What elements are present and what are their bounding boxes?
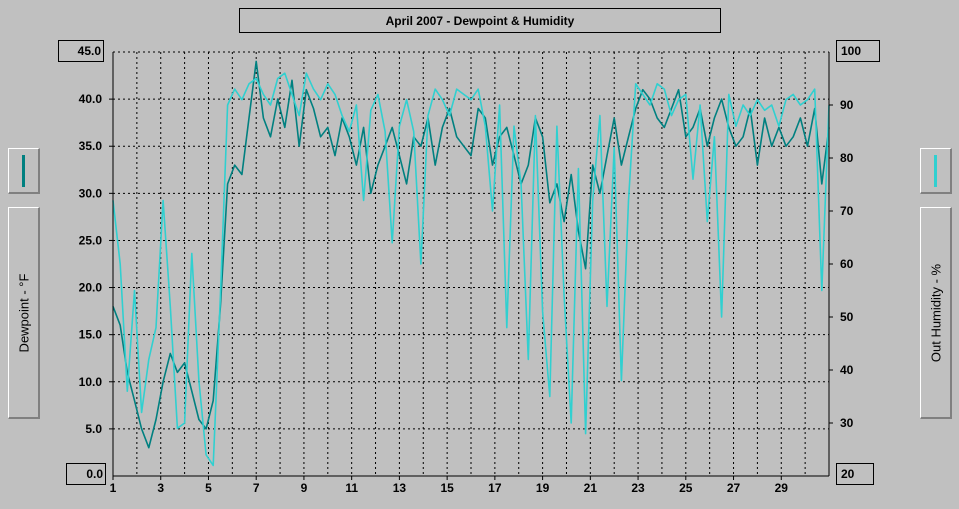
right-tick-label: 70 — [840, 204, 854, 218]
left-axis-top-box: 45.0 — [58, 40, 104, 62]
right-axis-top-box: 100 — [836, 40, 880, 62]
left-tick-label: 20.0 — [79, 281, 103, 295]
humidity-color-swatch — [934, 154, 937, 187]
chart-title: April 2007 - Dewpoint & Humidity — [239, 8, 721, 33]
x-tick-label: 7 — [253, 481, 260, 495]
x-tick-label: 19 — [536, 481, 550, 495]
grid-lines — [112, 51, 830, 477]
right-tick-label: 50 — [840, 310, 854, 324]
left-axis-title-panel: Dewpoint - °F — [8, 207, 40, 419]
dewpoint-series-line — [112, 60, 830, 449]
x-tick-label: 1 — [110, 481, 117, 495]
right-tick-label: 90 — [840, 98, 854, 112]
left-tick-label: 30.0 — [79, 186, 103, 200]
right-axis-max-label: 100 — [841, 44, 862, 58]
right-axis-min-label: 20 — [841, 467, 855, 481]
left-axis-min-label: 0.0 — [86, 467, 103, 481]
x-tick-label: 11 — [345, 481, 358, 495]
x-tick-label: 9 — [301, 481, 308, 495]
right-tick-label: 80 — [840, 151, 854, 165]
right-tick-label: 60 — [840, 257, 854, 271]
left-tick-label: 15.0 — [79, 328, 103, 342]
x-tick-label: 29 — [775, 481, 789, 495]
x-tick-label: 13 — [393, 481, 407, 495]
humidity-series-line — [112, 72, 830, 467]
x-tick-label: 15 — [440, 481, 454, 495]
series-group — [112, 60, 830, 467]
x-tick-label: 23 — [631, 481, 645, 495]
x-tick-label: 5 — [205, 481, 212, 495]
left-tick-label: 25.0 — [79, 233, 103, 247]
x-tick-label: 25 — [679, 481, 693, 495]
right-tick-label: 30 — [840, 416, 854, 430]
tick-labels: 5.010.015.020.025.030.035.040.0304050607… — [79, 92, 854, 495]
left-tick-label: 40.0 — [79, 92, 103, 106]
right-tick-label: 40 — [840, 363, 854, 377]
x-tick-label: 3 — [157, 481, 164, 495]
left-axis-max-label: 45.0 — [77, 44, 101, 58]
left-series-swatch — [8, 148, 40, 194]
x-tick-label: 21 — [584, 481, 598, 495]
right-axis-title-panel: Out Humidity - % — [920, 207, 952, 419]
left-tick-label: 10.0 — [79, 375, 103, 389]
right-axis-bottom-box: 20 — [836, 463, 874, 485]
right-series-swatch — [920, 148, 952, 194]
chart-title-text: April 2007 - Dewpoint & Humidity — [385, 13, 575, 28]
left-axis-bottom-box: 0.0 — [66, 463, 106, 485]
x-tick-label: 27 — [727, 481, 741, 495]
dewpoint-color-swatch — [22, 154, 25, 187]
left-tick-label: 5.0 — [85, 422, 102, 436]
left-tick-label: 35.0 — [79, 139, 103, 153]
x-tick-label: 17 — [488, 481, 502, 495]
